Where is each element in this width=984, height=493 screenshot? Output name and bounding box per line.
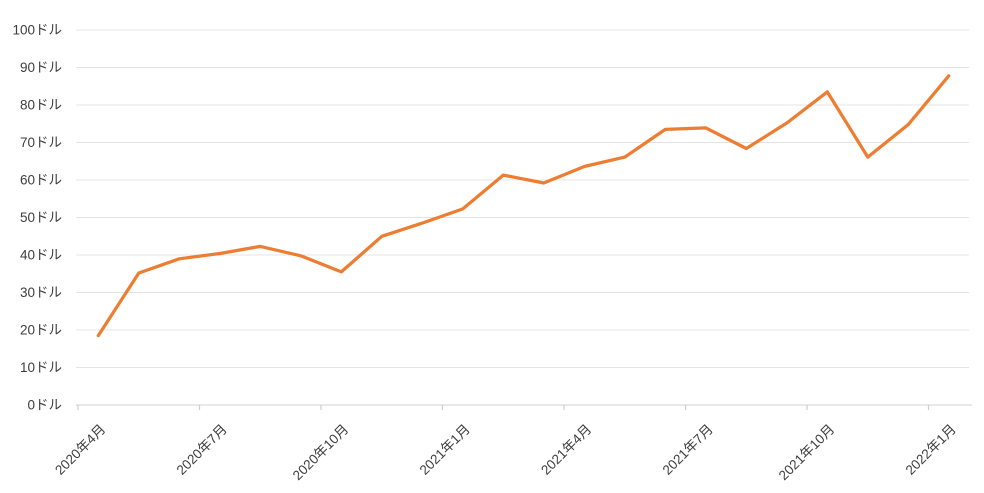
gridlines (76, 29, 969, 406)
x-axis-labels: 2020年4月 2020年7月 2020年10月 2021年1月 2021年4月 2021… (52, 422, 959, 484)
y-axis-tick-label: 60ドル (20, 173, 62, 188)
y-axis-tick-label: 70ドル (20, 135, 62, 150)
x-axis-tick-label: 2022年1月 (903, 422, 959, 478)
x-axis-tick-label: 2021年10月 (776, 422, 838, 484)
series-line-price (96, 74, 951, 338)
y-axis-tick-label: 0ドル (27, 398, 62, 413)
y-axis-tick-label: 20ドル (20, 323, 62, 338)
y-axis-tick-label: 10ドル (20, 360, 62, 375)
x-axis-tick-label: 2021年4月 (538, 422, 594, 478)
x-axis-tick-label: 2021年1月 (417, 422, 473, 478)
y-axis-tick-label: 50ドル (20, 210, 62, 225)
y-axis-tick-label: 90ドル (20, 60, 62, 75)
y-axis-tick-label: 80ドル (20, 98, 62, 113)
y-axis-tick-label: 40ドル (20, 248, 62, 263)
x-axis-tick-label: 2020年7月 (174, 422, 230, 478)
y-axis-labels: 0ドル 10ドル 20ドル 30ドル 40ドル 50ドル 60ドル 70ドル 80ドル 90ドル 1… (12, 23, 62, 413)
x-axis-tick-label: 2020年4月 (52, 422, 108, 478)
x-axis-tick-label: 2020年10月 (290, 422, 352, 484)
y-axis-tick-label: 30ドル (20, 285, 62, 300)
y-axis-tick-label: 100ドル (12, 23, 62, 38)
x-axis-tick-label: 2021年7月 (660, 422, 716, 478)
x-axis-ticks (77, 405, 930, 410)
